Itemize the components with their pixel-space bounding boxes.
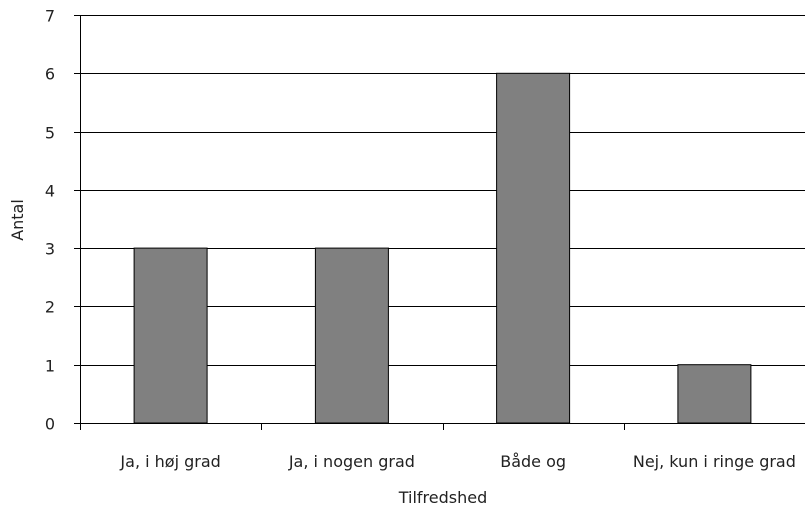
y-tick-label: 6	[45, 65, 55, 84]
y-tick-label: 2	[45, 298, 55, 317]
y-tick-label: 1	[45, 357, 55, 376]
bars	[133, 72, 752, 424]
x-axis-title: Tilfredshed	[398, 488, 488, 507]
y-tick-label: 4	[45, 182, 55, 201]
bar	[496, 72, 571, 424]
x-tick-label: Både og	[500, 452, 566, 471]
x-tick-label: Nej, kun i ringe grad	[633, 452, 796, 471]
y-axis-title: Antal	[8, 199, 27, 241]
bar	[677, 364, 752, 424]
y-tick-label: 5	[45, 124, 55, 143]
axes	[74, 15, 805, 430]
tick-labels: 0 1 2 3 4 5 6 7 Ja, i høj grad Ja, i nogen grad Bå…	[45, 7, 796, 472]
y-tick-label: 3	[45, 240, 55, 259]
x-tick-label: Ja, i høj grad	[119, 452, 220, 471]
y-tick-label: 7	[45, 7, 55, 26]
bar	[314, 247, 389, 424]
bar	[133, 247, 208, 424]
x-tick-label: Ja, i nogen grad	[288, 452, 415, 471]
y-tick-label: 0	[45, 415, 55, 434]
